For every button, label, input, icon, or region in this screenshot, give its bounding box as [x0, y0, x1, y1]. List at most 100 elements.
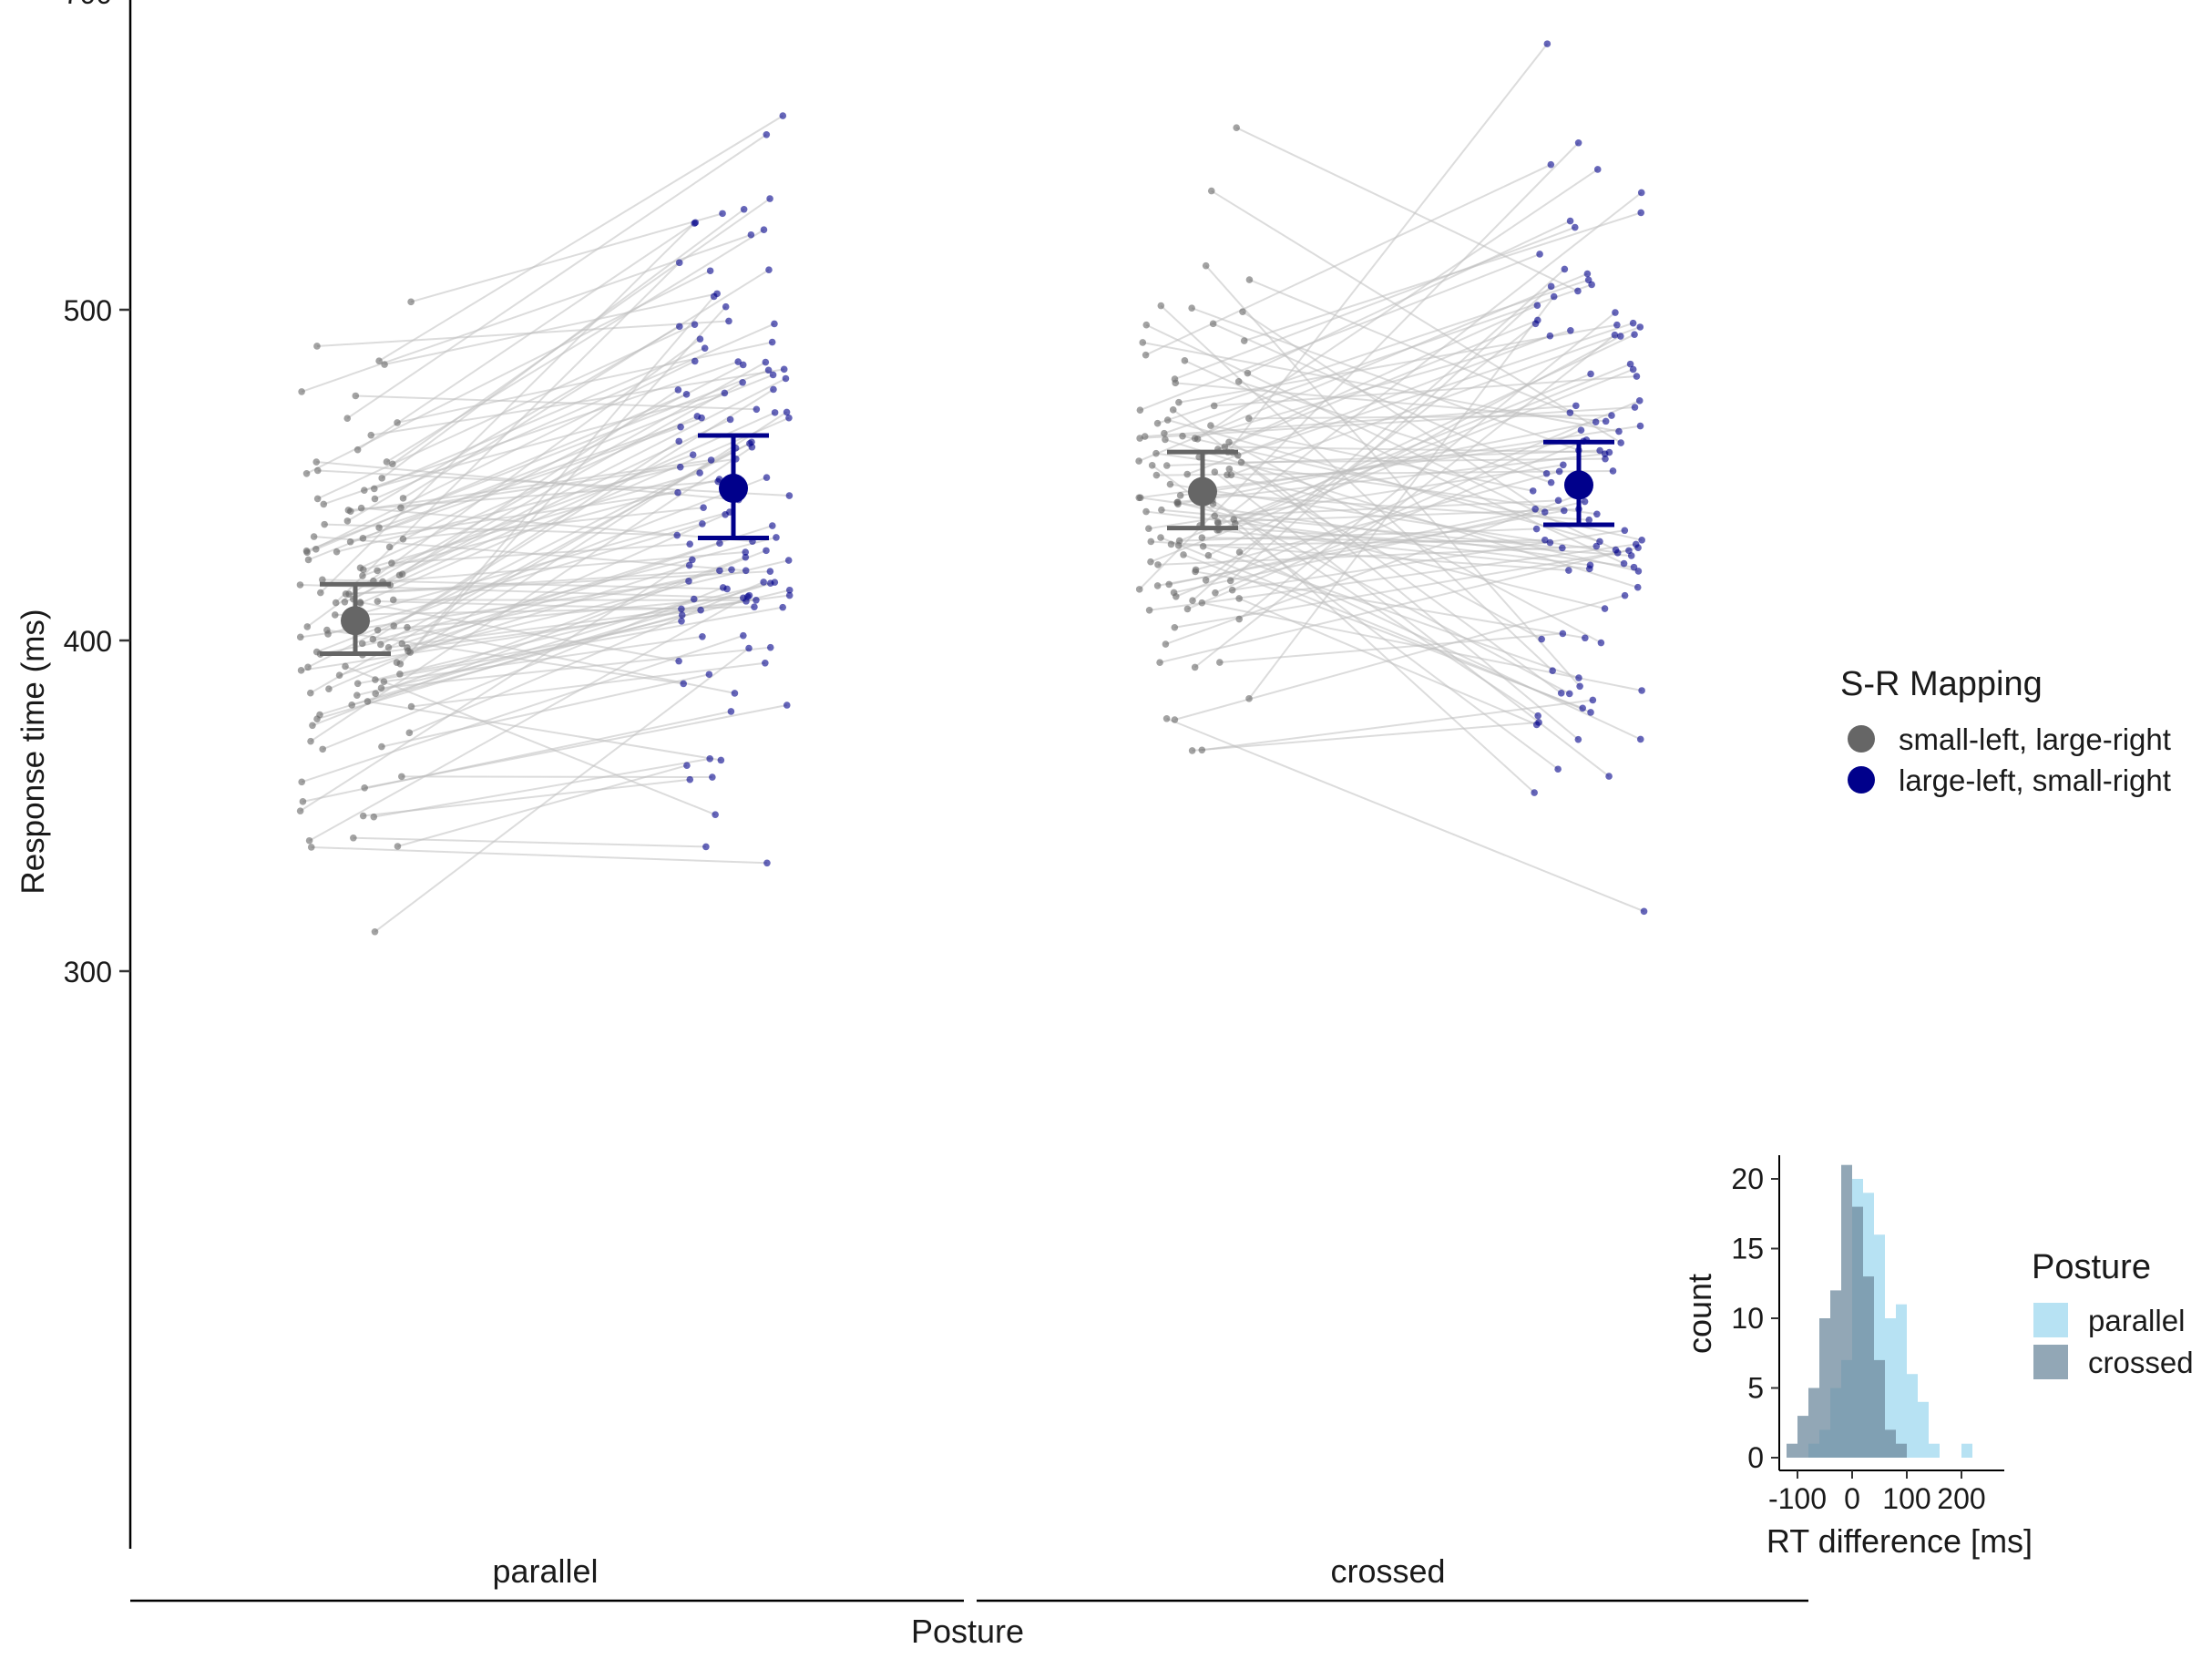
- pair-line: [1194, 329, 1572, 440]
- raw-point-small-left: [313, 466, 322, 475]
- raw-point-small-left: [1136, 406, 1144, 414]
- raw-point-large-left: [707, 456, 715, 464]
- raw-point-large-left: [721, 389, 729, 397]
- raw-point-large-left: [1574, 735, 1582, 743]
- raw-point-large-left: [1541, 508, 1549, 516]
- raw-point-small-left: [372, 690, 379, 698]
- raw-point-small-left: [310, 533, 318, 540]
- raw-point-large-left: [763, 859, 771, 867]
- raw-point-small-left: [1207, 187, 1215, 195]
- inset-y-tick-label: 10: [1731, 1302, 1764, 1335]
- inset-legend-title: Posture: [2032, 1248, 2151, 1286]
- raw-point-small-left: [1174, 541, 1183, 549]
- raw-point-large-left: [753, 405, 761, 414]
- raw-point-large-left: [765, 266, 773, 273]
- raw-point-small-left: [380, 678, 388, 686]
- raw-point-large-left: [685, 561, 693, 569]
- raw-point-small-left: [375, 524, 383, 531]
- pair-line: [301, 233, 752, 393]
- legend-posture: Posture parallel crossed: [2032, 1248, 2194, 1379]
- raw-point-small-left: [399, 535, 407, 543]
- raw-point-large-left: [782, 374, 790, 383]
- raw-point-large-left: [762, 659, 769, 667]
- raw-point-small-left: [388, 559, 395, 567]
- histogram-bar-parallel: [1961, 1443, 1972, 1458]
- raw-point-small-left: [377, 684, 385, 692]
- raw-point-large-left: [1532, 525, 1541, 533]
- raw-point-large-left: [676, 323, 683, 331]
- raw-point-large-left: [1640, 907, 1648, 916]
- y-tick-label: 700: [64, 0, 112, 10]
- raw-point-large-left: [1637, 209, 1645, 217]
- pair-line: [403, 269, 770, 499]
- raw-point-small-left: [346, 538, 354, 546]
- raw-point-large-left: [785, 586, 794, 594]
- pair-line: [1177, 421, 1596, 506]
- y-axis-label: Response time (ms): [15, 609, 51, 894]
- raw-point-small-left: [343, 415, 352, 423]
- pair-line: [1202, 699, 1593, 752]
- raw-point-large-left: [697, 606, 704, 614]
- facet-label: parallel: [492, 1552, 598, 1590]
- raw-point-large-left: [1546, 538, 1554, 547]
- legend-sr-mapping: S-R Mapping small-left, large-right large…: [1840, 665, 2171, 797]
- raw-point-large-left: [1561, 265, 1569, 273]
- pair-line: [364, 392, 725, 492]
- raw-point-small-left: [394, 843, 402, 850]
- raw-point-large-left: [1593, 510, 1601, 518]
- raw-point-large-left: [766, 643, 774, 651]
- pair-line: [350, 425, 681, 543]
- pair-line: [1203, 545, 1580, 679]
- raw-point-small-left: [347, 507, 354, 516]
- raw-point-small-left: [352, 392, 360, 400]
- raw-point-small-left: [342, 662, 349, 671]
- pair-line: [306, 369, 769, 552]
- raw-point-large-left: [1592, 418, 1600, 426]
- pair-line: [1179, 527, 1537, 542]
- raw-point-small-left: [1210, 402, 1218, 410]
- raw-point-small-left: [1235, 595, 1243, 602]
- raw-point-small-left: [331, 611, 339, 619]
- raw-point-small-left: [1226, 577, 1234, 585]
- pair-line: [1194, 570, 1586, 640]
- raw-point-large-left: [768, 338, 776, 346]
- pair-line: [1191, 307, 1580, 452]
- pair-line: [1235, 127, 1579, 292]
- pair-line: [371, 368, 784, 436]
- raw-point-small-left: [1225, 438, 1233, 446]
- raw-point-small-left: [1183, 470, 1191, 478]
- raw-point-large-left: [763, 130, 771, 138]
- raw-point-small-left: [1224, 471, 1231, 479]
- raw-point-small-left: [1245, 415, 1253, 423]
- raw-point-small-left: [383, 458, 391, 466]
- histogram-bar-crossed: [1841, 1164, 1852, 1458]
- raw-point-large-left: [1601, 605, 1609, 612]
- raw-point-large-left: [742, 553, 750, 561]
- raw-point-large-left: [766, 195, 773, 202]
- raw-point-large-left: [783, 701, 791, 709]
- raw-point-large-left: [706, 755, 713, 763]
- raw-point-small-left: [303, 548, 311, 557]
- raw-point-small-left: [1142, 351, 1150, 359]
- raw-point-large-left: [1565, 567, 1572, 574]
- raw-point-small-left: [367, 431, 375, 439]
- raw-point-small-left: [1198, 599, 1206, 607]
- raw-point-small-left: [1230, 516, 1238, 523]
- raw-point-large-left: [1575, 674, 1582, 681]
- pair-line: [317, 323, 695, 500]
- inset-legend-label: crossed: [2088, 1346, 2194, 1379]
- mean-point: [719, 474, 748, 504]
- histogram-bar-parallel: [1918, 1401, 1929, 1458]
- raw-point-small-left: [1161, 429, 1168, 437]
- raw-point-small-left: [1180, 551, 1187, 558]
- pair-line: [302, 710, 732, 803]
- raw-point-small-left: [307, 737, 314, 745]
- raw-point-small-left: [303, 623, 312, 630]
- raw-point-small-left: [390, 622, 398, 630]
- raw-point-large-left: [1635, 397, 1644, 405]
- raw-point-small-left: [319, 745, 326, 753]
- pair-line: [301, 599, 747, 671]
- raw-point-large-left: [1620, 559, 1628, 568]
- raw-point-large-left: [746, 440, 753, 447]
